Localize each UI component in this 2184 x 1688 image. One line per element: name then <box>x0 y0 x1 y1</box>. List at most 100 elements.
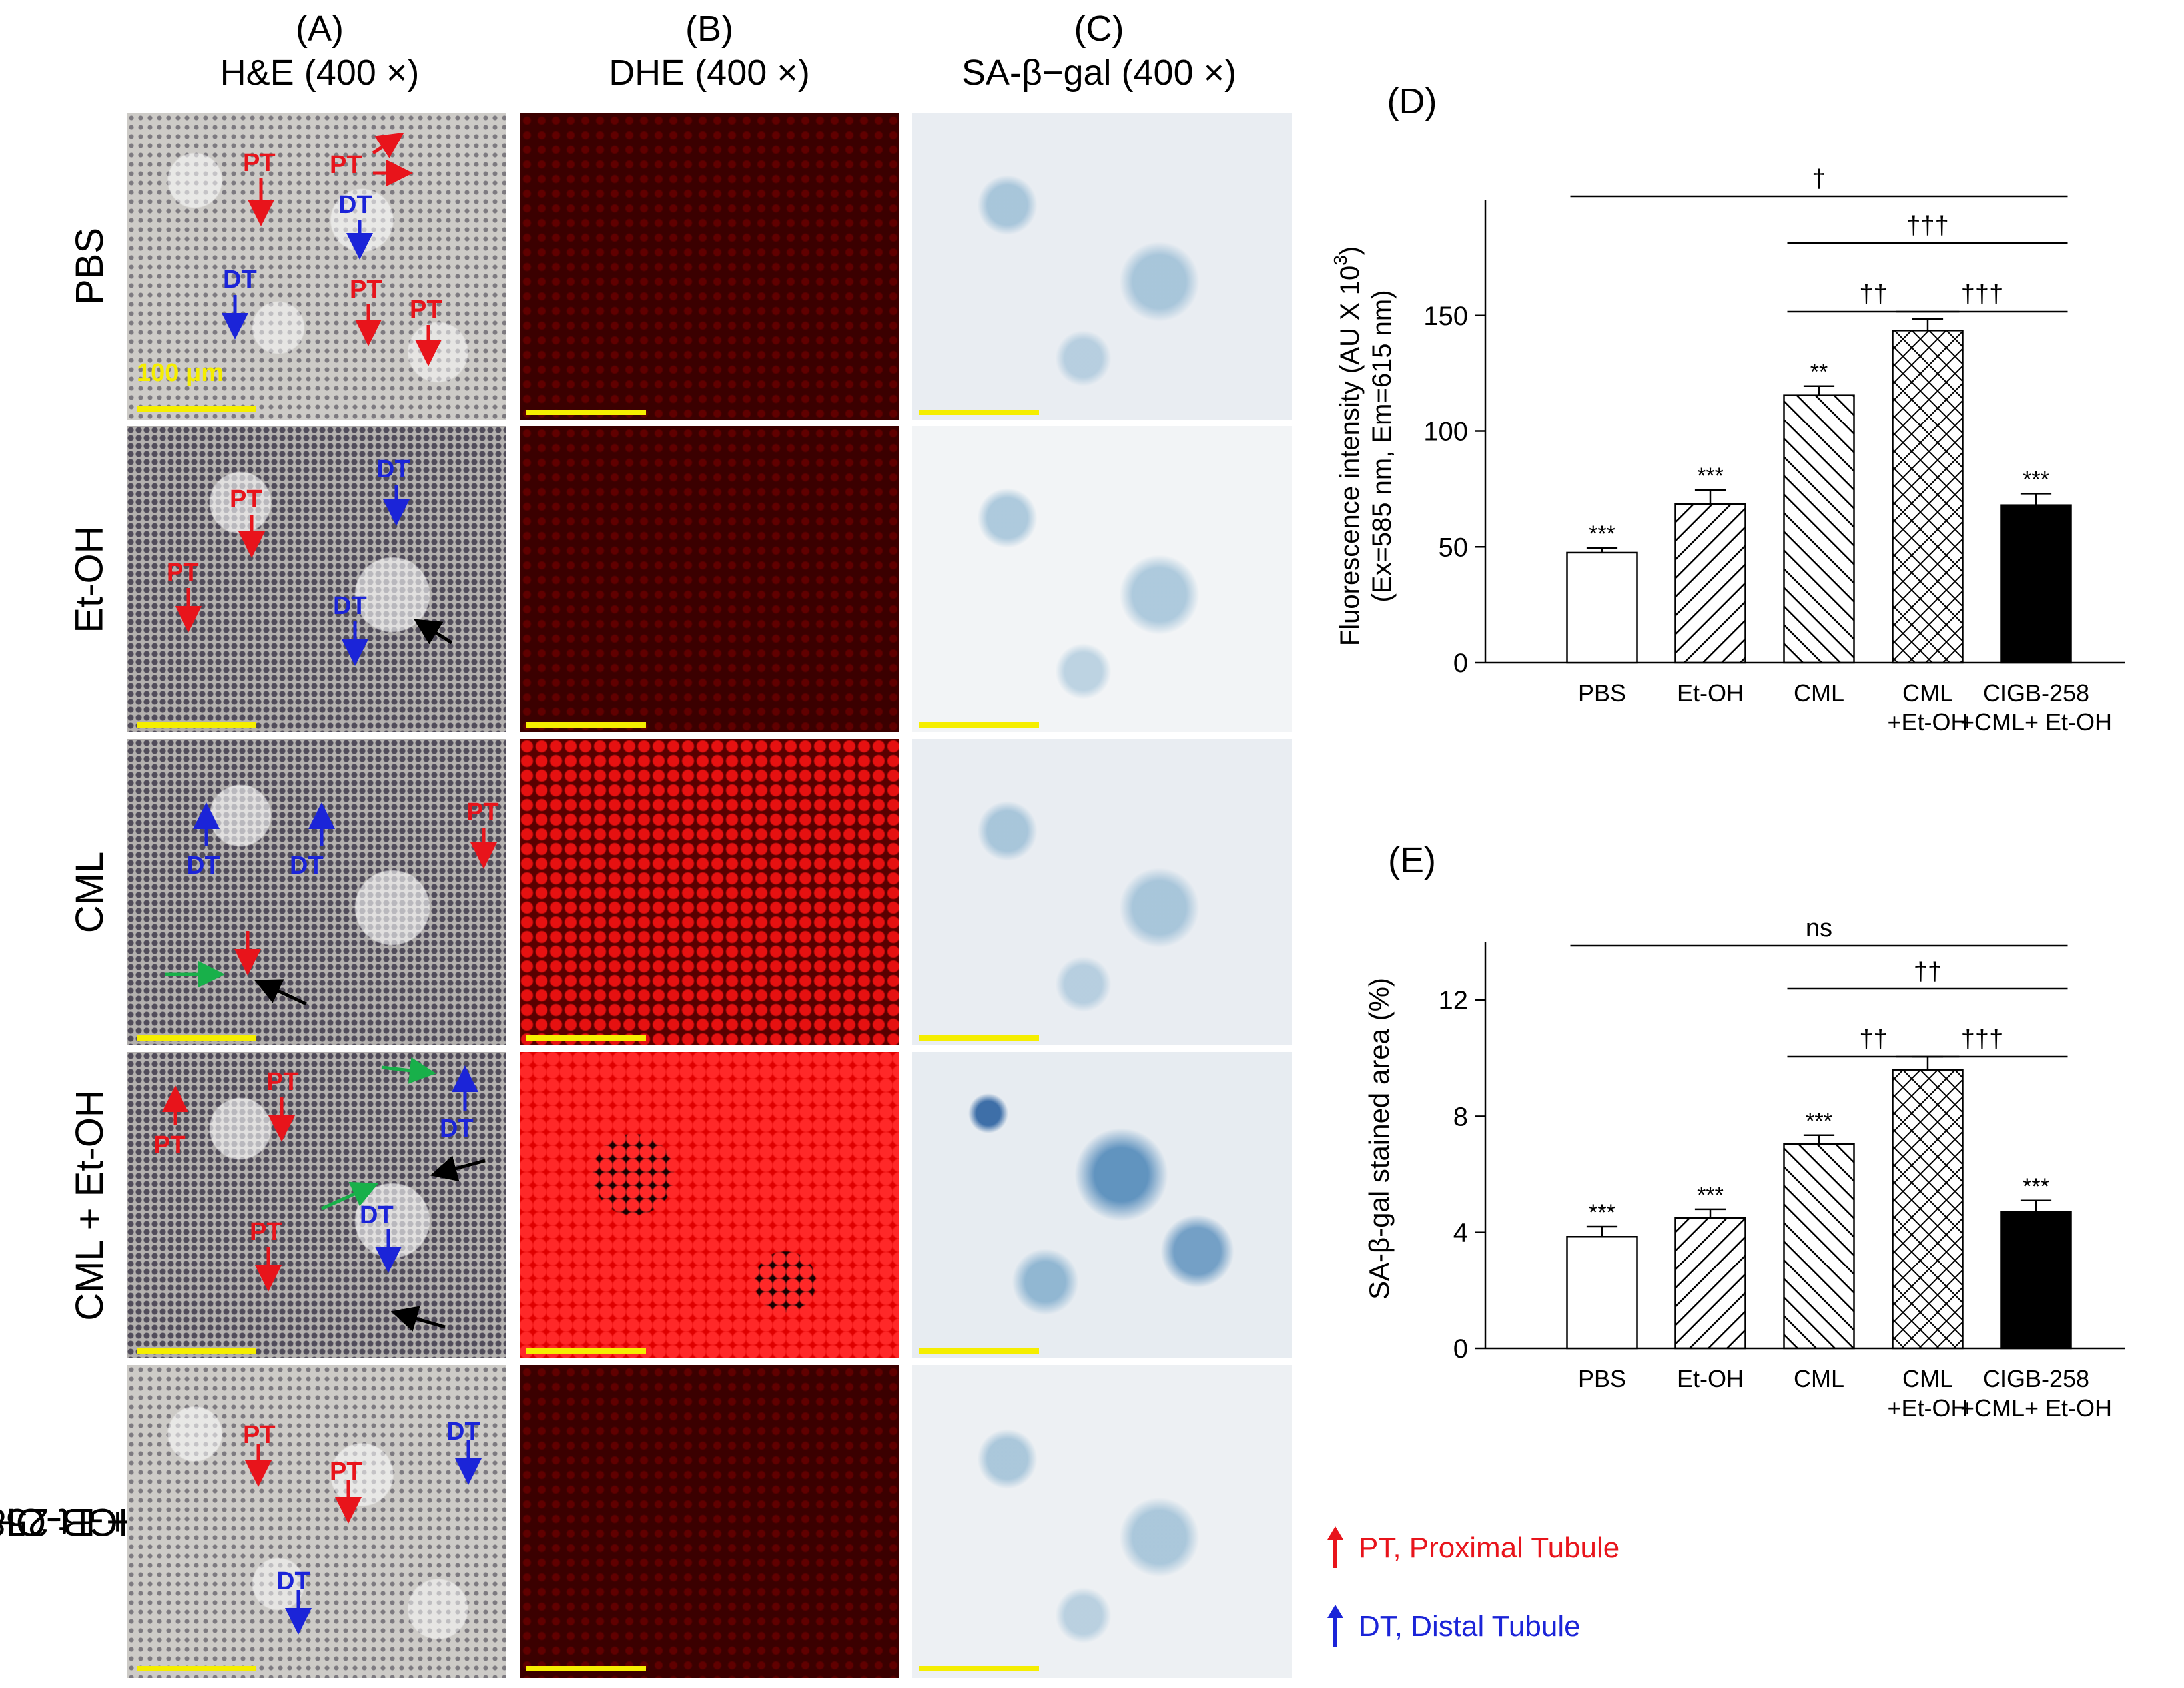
chart-d-panel-letter: (D) <box>1387 81 1437 121</box>
scale-bar <box>919 1348 1039 1354</box>
panel-letter-c: (C) <box>1074 9 1124 49</box>
scale-bar <box>137 1035 256 1041</box>
bar <box>1892 330 1964 664</box>
bar <box>1674 1217 1746 1350</box>
x-tick-label: +CML+ Et-OH <box>1960 708 2112 736</box>
pt-label: PT <box>230 485 262 513</box>
bar <box>1892 1069 1964 1350</box>
pt-label: PT <box>350 276 382 304</box>
bracket-label: ††† <box>1961 280 2003 308</box>
sagal-image-pbs <box>912 113 1292 420</box>
y-tick-label: 50 <box>1439 533 1469 562</box>
significance-label: *** <box>1697 463 1724 489</box>
bar <box>1783 1143 1855 1350</box>
significance-label: *** <box>1589 521 1615 547</box>
scale-bar <box>526 1348 646 1354</box>
x-tick-label: CML <box>1794 679 1844 706</box>
x-tick-label: Et-OH <box>1677 679 1744 706</box>
dt-label: DT <box>290 852 324 880</box>
scale-bar <box>526 410 646 415</box>
he-image-cigb: PT PT DT DT <box>127 1365 506 1678</box>
pt-label: PT <box>243 149 276 177</box>
column-title-sagal: SA-β−gal (400 ×) <box>961 53 1237 93</box>
y-tick-label: 8 <box>1453 1102 1468 1131</box>
dhe-image-pbs <box>520 113 899 420</box>
sagal-image-cml <box>912 739 1292 1045</box>
pt-label: PT <box>153 1131 186 1159</box>
dhe-image-etoh <box>520 426 899 732</box>
x-tick-label: Et-OH <box>1677 1365 1744 1392</box>
legend-pt-text: PT, Proximal Tubule <box>1359 1532 1620 1564</box>
bracket-label: ††† <box>1961 1025 2003 1053</box>
significance-label: *** <box>1806 1109 1832 1134</box>
x-tick-label: PBS <box>1578 679 1626 706</box>
column-title-dhe: DHE (400 ×) <box>609 53 810 93</box>
scale-bar <box>919 1666 1039 1671</box>
scale-bar <box>526 1666 646 1671</box>
bracket-label: †† <box>1859 280 1887 308</box>
x-tick-label: CML <box>1794 1365 1844 1392</box>
column-header-sagal: (C) SA-β−gal (400 ×) <box>899 7 1299 95</box>
sagal-image-etoh <box>912 426 1292 732</box>
dt-label: DT <box>440 1115 474 1143</box>
pt-label: PT <box>410 296 442 324</box>
scale-label: 100 μm <box>137 359 224 387</box>
bracket-label: †† <box>1859 1025 1887 1053</box>
dt-label: DT <box>446 1418 480 1446</box>
significance-label: *** <box>2023 467 2049 492</box>
dt-label: DT <box>186 852 220 880</box>
he-image-cml: DT DT PT <box>127 739 506 1045</box>
scale-bar <box>526 1035 646 1041</box>
bracket-label: ††† <box>1906 212 1948 240</box>
panel-letter-b: (B) <box>685 9 733 49</box>
sagal-image-cigb <box>912 1365 1292 1678</box>
scale-bar <box>137 406 256 412</box>
dt-label: DT <box>223 266 257 294</box>
y-tick-label: 150 <box>1423 302 1468 331</box>
y-tick-label: 0 <box>1453 649 1468 678</box>
significance-label: ** <box>1810 360 1828 385</box>
he-image-etoh: PT DT PT DT <box>127 426 506 732</box>
scale-bar <box>137 1666 256 1671</box>
pt-arrow-icon <box>1327 1526 1343 1568</box>
chart-sagal-area: (E) SA-β-gal stained area (%) 0 4 8 12 *** PB… <box>1363 840 2125 1422</box>
dhe-image-cigb <box>520 1365 899 1678</box>
scale-bar <box>919 1035 1039 1041</box>
pt-label: PT <box>250 1218 282 1246</box>
pt-label: PT <box>330 151 362 179</box>
y-tick-label: 12 <box>1439 986 1469 1015</box>
scale-bar <box>137 722 256 728</box>
pt-label: PT <box>167 559 199 587</box>
sagal-image-cml-etoh <box>912 1052 1292 1358</box>
chart-e-ylabel: SA-β-gal stained area (%) <box>1363 978 1395 1300</box>
bracket-label: ns <box>1806 914 1832 942</box>
pt-label: PT <box>466 798 499 826</box>
x-tick-label: CML <box>1902 679 1953 706</box>
significance-label: *** <box>1589 1200 1615 1225</box>
scale-bar <box>526 722 646 728</box>
chart-fluorescence: (D) Fluorescence intensity (AU X 103) (E… <box>1330 81 2125 736</box>
x-tick-label: +Et-OH <box>1887 1394 1968 1422</box>
micrograph-arrows <box>162 132 497 1635</box>
bar <box>1566 551 1638 664</box>
x-tick-label: +CML+ Et-OH <box>1960 1394 2112 1422</box>
bar <box>1674 503 1746 664</box>
dt-arrow-icon <box>1327 1605 1343 1647</box>
bar <box>1566 1236 1638 1350</box>
pt-label: PT <box>330 1458 362 1486</box>
dt-label: DT <box>333 592 367 620</box>
column-title-he: H&E (400 ×) <box>220 53 420 93</box>
column-header-he: (A) H&E (400 ×) <box>127 7 513 95</box>
y-tick-label: 4 <box>1453 1219 1468 1248</box>
x-tick-label: CIGB-258 <box>1983 1365 2089 1392</box>
y-tick-label: 100 <box>1423 418 1468 447</box>
bar <box>2000 504 2072 664</box>
chart-d-ylabel: Fluorescence intensity (AU X 103) <box>1330 246 1365 646</box>
dhe-image-cml-etoh <box>520 1052 899 1358</box>
dt-label: DT <box>360 1201 394 1229</box>
significance-label: *** <box>2023 1174 2049 1199</box>
significance-label: *** <box>1697 1183 1724 1208</box>
x-tick-label: +Et-OH <box>1887 708 1968 736</box>
